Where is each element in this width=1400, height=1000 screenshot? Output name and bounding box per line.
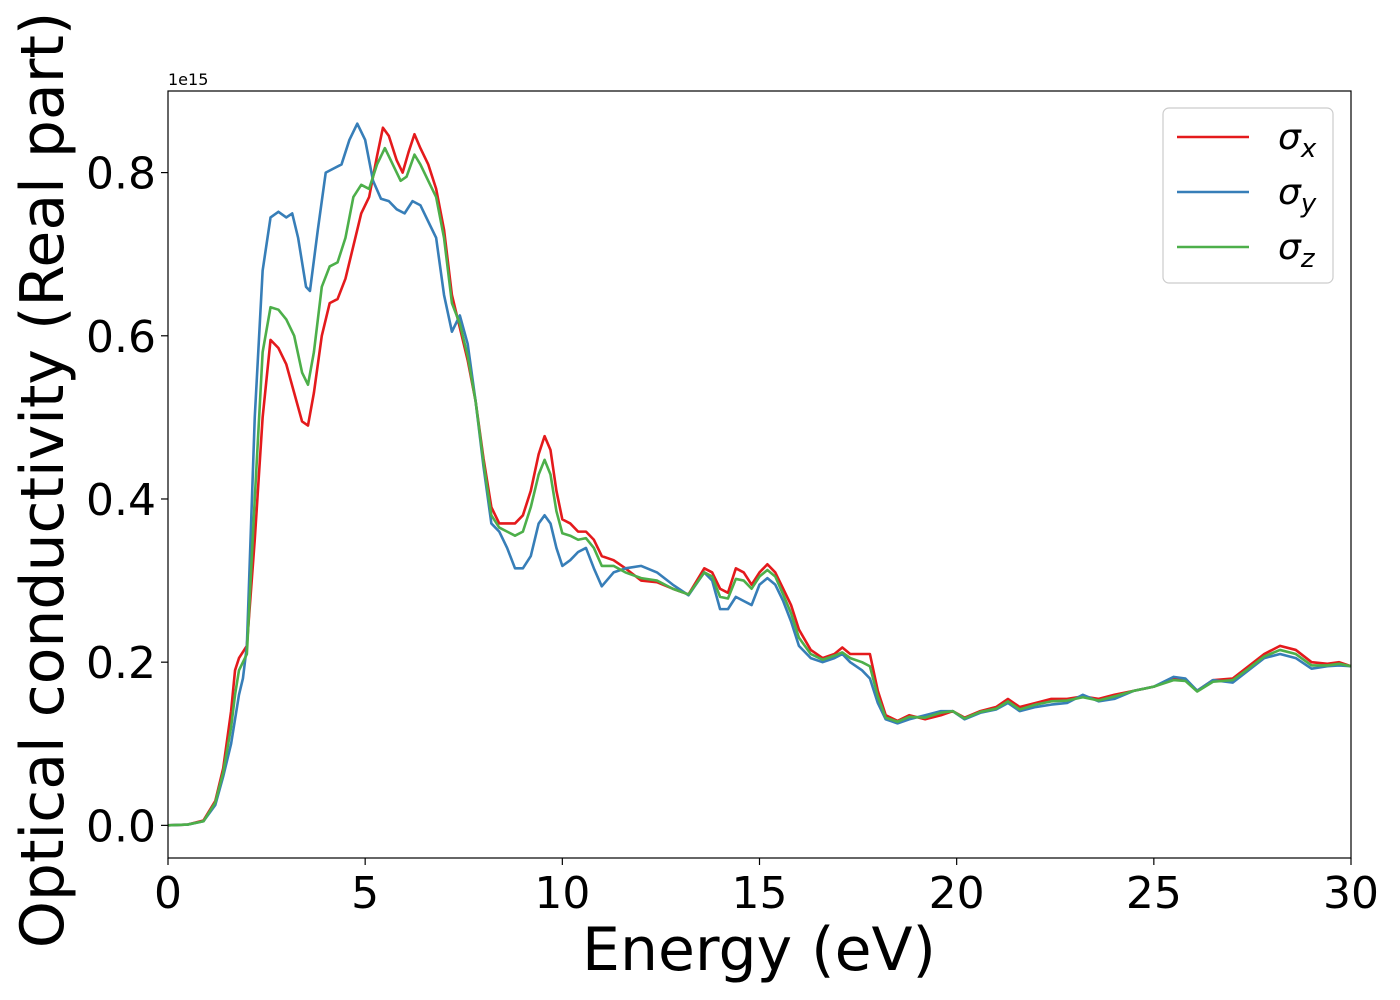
y-tick-label: 0.4: [86, 475, 156, 526]
x-tick-label: 20: [929, 868, 985, 919]
legend-symbol: σ: [1278, 172, 1302, 213]
series-line-sigma-z: [168, 146, 1351, 827]
legend-label-sigma-y: σy: [1278, 172, 1317, 219]
x-tick-label: 25: [1126, 868, 1182, 919]
y-offset-label: 1e15: [168, 70, 208, 89]
x-tick-label: 5: [351, 868, 379, 919]
y-tick-label: 0.0: [86, 801, 156, 852]
series-line-sigma-y: [168, 122, 1351, 827]
legend-subscript: y: [1300, 189, 1317, 219]
legend-label-sigma-x: σx: [1278, 117, 1317, 164]
legend-symbol: σ: [1278, 227, 1302, 268]
x-tick-label: 10: [534, 868, 590, 919]
legend-subscript: x: [1300, 134, 1317, 164]
series-layer: [168, 122, 1351, 827]
x-tick-label: 30: [1323, 868, 1379, 919]
x-axis-ticks: 0 5 10 15 20 25 30: [154, 858, 1379, 919]
y-axis-ticks: 0.0 0.2 0.4 0.6 0.8: [86, 149, 168, 852]
y-tick-label: 0.2: [86, 638, 156, 689]
legend-box: [1162, 107, 1334, 284]
legend-label-sigma-z: σz: [1278, 227, 1316, 274]
y-tick-label: 0.6: [86, 312, 156, 363]
legend-symbol: σ: [1278, 117, 1302, 158]
x-axis-label: Energy (eV): [582, 915, 936, 985]
y-tick-label: 0.8: [86, 149, 156, 200]
series-line-sigma-x: [168, 126, 1351, 827]
x-tick-label: 0: [154, 868, 182, 919]
legend-subscript: z: [1300, 244, 1316, 274]
y-axis-label: Optical conductivity (Real part): [8, 12, 78, 949]
x-tick-label: 15: [732, 868, 788, 919]
